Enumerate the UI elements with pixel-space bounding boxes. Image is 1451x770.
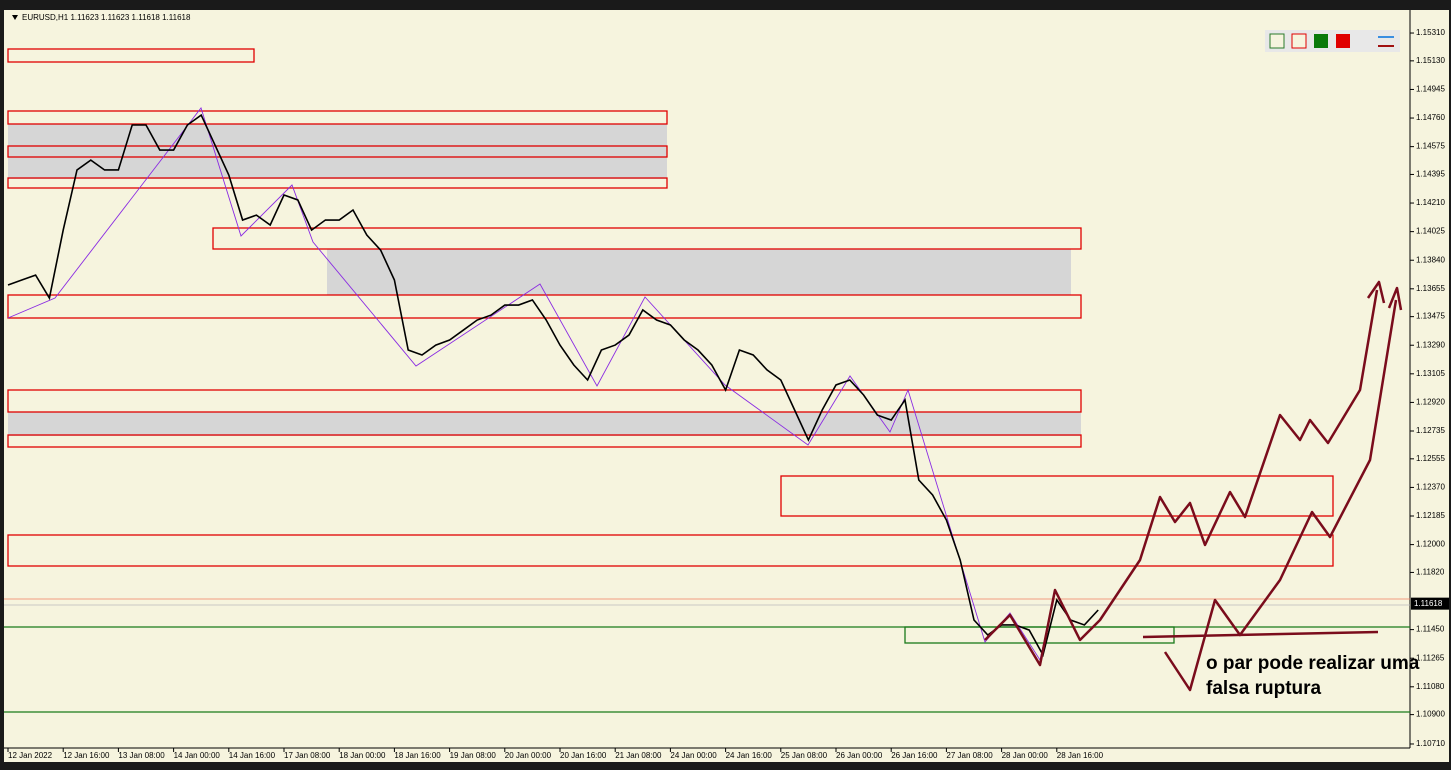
icon (1291, 33, 1307, 49)
zone (7, 177, 668, 189)
x-tick-label: 24 Jan 16:00 (726, 751, 773, 760)
y-tick-label: 1.14025 (1416, 227, 1445, 236)
support-zone (904, 626, 1175, 644)
x-tick-label: 14 Jan 00:00 (174, 751, 221, 760)
x-tick-label: 13 Jan 08:00 (118, 751, 165, 760)
toolbar (1265, 30, 1400, 52)
y-tick-label: 1.14575 (1416, 142, 1445, 151)
zone-fill (327, 249, 1071, 295)
zigzag (7, 107, 1056, 662)
toolbar-icons (1265, 30, 1400, 52)
y-tick-label: 1.12920 (1416, 398, 1445, 407)
x-tick-label: 27 Jan 08:00 (946, 751, 993, 760)
y-tick-label: 1.14395 (1416, 170, 1445, 179)
price-tag (1411, 597, 1449, 610)
y-tick-label: 1.13655 (1416, 284, 1445, 293)
title-arrow (12, 15, 18, 20)
icon (1314, 34, 1328, 48)
arrow-head (1387, 286, 1403, 311)
y-tick-label: 1.12555 (1416, 454, 1445, 463)
y-tick-label: 1.13475 (1416, 312, 1445, 321)
zone-fill (8, 412, 1081, 436)
zones (7, 48, 1334, 567)
y-tick-label: 1.13840 (1416, 255, 1445, 264)
zone (212, 227, 1082, 250)
x-tick-label: 28 Jan 00:00 (1002, 751, 1049, 760)
y-tick-label: 1.12185 (1416, 511, 1445, 520)
x-tick-label: 20 Jan 16:00 (560, 751, 607, 760)
x-tick-label: 26 Jan 16:00 (891, 751, 938, 760)
zone (7, 48, 255, 63)
x-tick-label: 12 Jan 16:00 (63, 751, 110, 760)
y-tick-label: 1.11080 (1416, 682, 1445, 691)
projection (1163, 299, 1398, 692)
y-tick-label: 1.13105 (1416, 369, 1445, 378)
zone (7, 534, 1334, 567)
y-tick-label: 1.15130 (1416, 56, 1445, 65)
zone (780, 475, 1334, 517)
x-tick-label: 24 Jan 00:00 (670, 751, 717, 760)
y-tick-label: 1.13290 (1416, 340, 1445, 349)
x-tick-label: 12 Jan 2022 (8, 751, 53, 760)
zone (7, 389, 1082, 413)
y-tick-label: 1.15310 (1416, 28, 1445, 37)
y-tick-label: 1.14210 (1416, 198, 1445, 207)
plot (7, 113, 1099, 658)
y-tick-label: 1.14760 (1416, 113, 1445, 122)
x-tick-label: 21 Jan 08:00 (615, 751, 662, 760)
x-tick-label: 26 Jan 00:00 (836, 751, 883, 760)
breakout-line (1142, 630, 1379, 639)
y-tick-label: 1.11450 (1416, 625, 1445, 634)
zone (7, 434, 1082, 448)
y-tick-label: 1.10710 (1416, 739, 1445, 748)
arrow-head (1366, 280, 1386, 304)
zone (7, 145, 668, 158)
x-tick-label: 18 Jan 00:00 (339, 751, 386, 760)
x-tick-label: 28 Jan 16:00 (1057, 751, 1104, 760)
x-tick-label: 14 Jan 16:00 (229, 751, 276, 760)
x-tick-label: 25 Jan 08:00 (781, 751, 828, 760)
icon (1269, 33, 1285, 49)
projection (984, 289, 1379, 667)
chart-title: EURUSD,H1 1.11623 1.11623 1.11618 1.1161… (22, 13, 191, 22)
y-tick-label: 1.12735 (1416, 426, 1445, 435)
icon (1336, 34, 1350, 48)
y-tick-label: 1.12000 (1416, 540, 1445, 549)
price-tag-label: 1.11618 (1414, 599, 1443, 608)
y-tick-label: 1.12370 (1416, 483, 1445, 492)
drawing (984, 280, 1403, 692)
y-tick-label: 1.11265 (1416, 653, 1445, 662)
y-tick-label: 1.10900 (1416, 710, 1445, 719)
x-tick-label: 18 Jan 16:00 (394, 751, 441, 760)
x-tick-label: 20 Jan 00:00 (505, 751, 552, 760)
annotation: o par pode realizar uma falsa ruptura (1206, 653, 1420, 699)
y-tick-label: 1.11820 (1416, 568, 1445, 577)
y-tick-label: 1.14945 (1416, 85, 1445, 94)
price-line (7, 113, 1099, 658)
x-tick-label: 19 Jan 08:00 (450, 751, 497, 760)
x-tick-label: 17 Jan 08:00 (284, 751, 331, 760)
zone (7, 110, 668, 125)
